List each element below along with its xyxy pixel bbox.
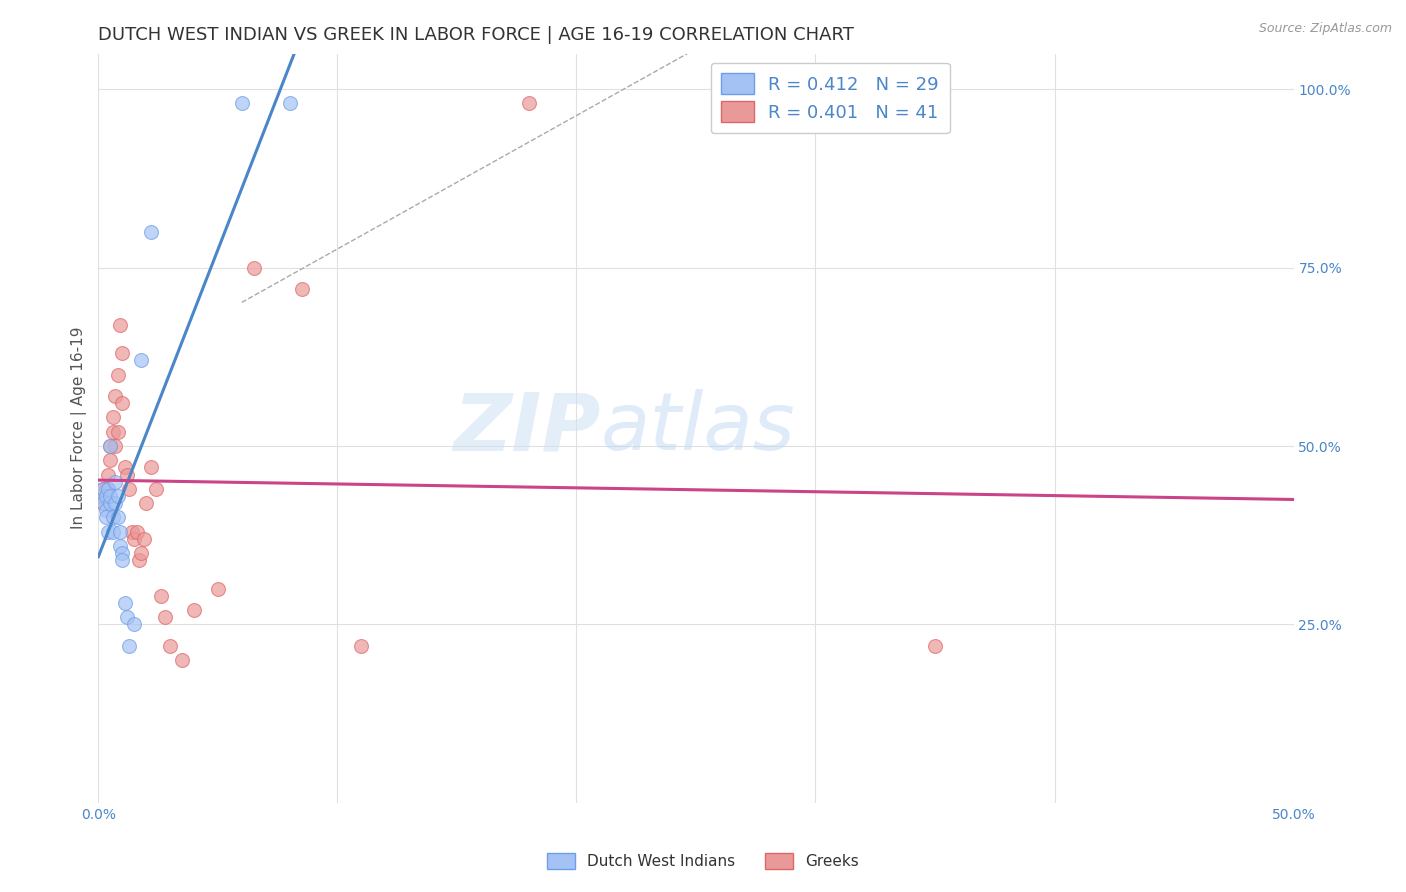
Point [278, 96, 301, 111]
Point [97, 524, 120, 539]
Point [139, 225, 162, 239]
Point [125, 524, 148, 539]
Text: DUTCH WEST INDIAN VS GREEK IN LABOR FORCE | AGE 16-19 CORRELATION CHART: DUTCH WEST INDIAN VS GREEK IN LABOR FORC… [98, 26, 855, 44]
Point [94, 503, 117, 517]
Point [91, 496, 114, 510]
Point [131, 353, 153, 368]
Text: ZIP: ZIP [453, 389, 600, 467]
Legend: Dutch West Indians, Greeks: Dutch West Indians, Greeks [541, 847, 865, 875]
Point [97, 482, 120, 496]
Point [94, 482, 117, 496]
Point [101, 410, 124, 425]
Point [115, 467, 138, 482]
Point [118, 639, 141, 653]
Point [149, 589, 172, 603]
Point [97, 467, 120, 482]
Point [207, 582, 229, 596]
Point [924, 639, 946, 653]
Point [124, 617, 146, 632]
Point [94, 510, 117, 524]
Point [91, 496, 114, 510]
Point [90, 489, 112, 503]
Point [98, 439, 122, 453]
Point [104, 439, 127, 453]
Point [108, 318, 131, 332]
Point [107, 368, 129, 382]
Point [131, 546, 153, 560]
Point [155, 610, 177, 624]
Point [121, 524, 143, 539]
Point [104, 389, 127, 403]
Point [517, 96, 540, 111]
Point [98, 453, 122, 467]
Point [183, 603, 205, 617]
Point [104, 475, 127, 489]
Point [94, 489, 117, 503]
Point [104, 496, 127, 510]
Point [291, 282, 314, 296]
Point [139, 460, 162, 475]
Point [111, 553, 134, 567]
Point [111, 546, 134, 560]
Point [128, 553, 150, 567]
Point [115, 610, 138, 624]
Point [114, 596, 136, 610]
Point [107, 510, 129, 524]
Point [98, 439, 122, 453]
Point [145, 482, 167, 496]
Point [172, 653, 194, 667]
Y-axis label: In Labor Force | Age 16-19: In Labor Force | Age 16-19 [70, 326, 87, 530]
Point [231, 96, 253, 111]
Point [159, 639, 181, 653]
Point [108, 524, 131, 539]
Point [91, 482, 114, 496]
Point [90, 489, 112, 503]
Point [101, 510, 124, 524]
Point [108, 539, 131, 553]
Point [94, 489, 117, 503]
Point [107, 425, 129, 439]
Point [98, 496, 122, 510]
Text: Source: ZipAtlas.com: Source: ZipAtlas.com [1258, 22, 1392, 36]
Point [111, 346, 134, 360]
Point [101, 425, 124, 439]
Point [118, 482, 141, 496]
Point [243, 260, 266, 275]
Point [98, 489, 122, 503]
Point [101, 524, 124, 539]
Point [132, 532, 155, 546]
Point [350, 639, 373, 653]
Legend: R = 0.412   N = 29, R = 0.401   N = 41: R = 0.412 N = 29, R = 0.401 N = 41 [710, 62, 950, 133]
Point [135, 496, 157, 510]
Point [107, 489, 129, 503]
Text: atlas: atlas [600, 389, 796, 467]
Point [124, 532, 146, 546]
Point [97, 482, 120, 496]
Point [114, 460, 136, 475]
Point [91, 482, 114, 496]
Point [111, 396, 134, 410]
